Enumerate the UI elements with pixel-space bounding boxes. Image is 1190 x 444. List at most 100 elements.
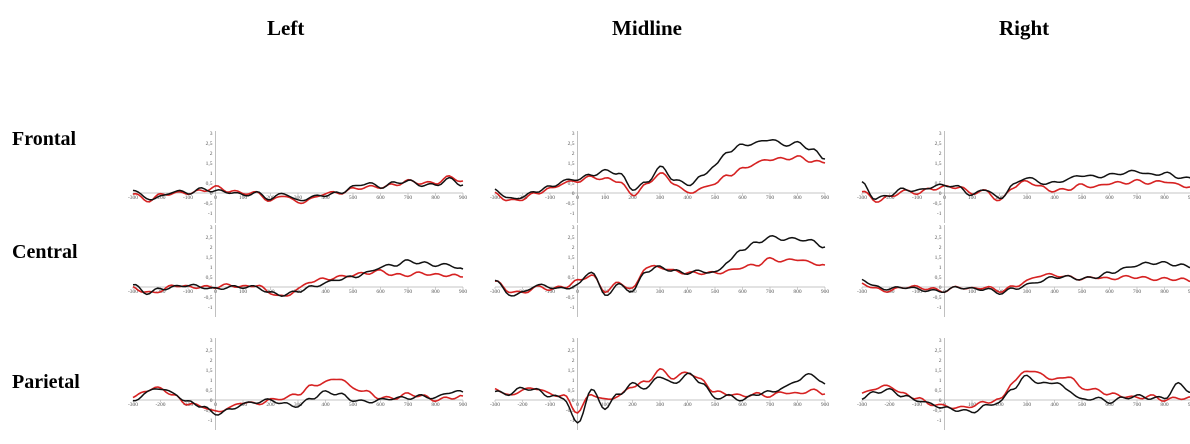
- y-tick-label: -0,5: [204, 408, 213, 414]
- y-tick-label: -0,5: [204, 201, 213, 207]
- x-tick-label: 300: [1023, 195, 1032, 201]
- y-tick-label: 2: [210, 245, 213, 251]
- x-tick-label: 300: [1023, 402, 1032, 408]
- series-black-line: [494, 139, 826, 200]
- x-tick-label: 0: [576, 402, 579, 408]
- x-tick-label: 500: [349, 402, 358, 408]
- series-red-line: [861, 272, 1190, 294]
- x-tick-label: 100: [968, 402, 977, 408]
- x-tick-label: -200: [884, 195, 894, 201]
- y-tick-label: 0,5: [206, 388, 213, 394]
- x-tick-label: 900: [1188, 289, 1190, 295]
- y-tick-label: 2,5: [568, 235, 575, 241]
- y-tick-label: 2: [939, 358, 942, 364]
- panel-frontal-left: 32,521,510,50-0,5-1-300 -200 -100 0 100 200 30…: [128, 131, 467, 223]
- y-tick-label: 1: [939, 171, 942, 177]
- y-tick-label: 1: [572, 378, 575, 384]
- x-tick-label: 800: [793, 402, 802, 408]
- x-tick-label: 500: [1078, 289, 1087, 295]
- y-tick-label: -0,5: [566, 295, 575, 301]
- x-tick-label: 400: [683, 289, 692, 295]
- x-tick-label: 900: [459, 402, 468, 408]
- x-tick-label: 900: [821, 402, 830, 408]
- series-red-line: [494, 155, 826, 202]
- panel-frontal-right: 32,521,510,50-0,5-1-300 -200 -100 0 100 200 30…: [857, 131, 1190, 223]
- x-tick-label: 100: [968, 289, 977, 295]
- x-tick-label: 0: [576, 289, 579, 295]
- y-tick-label: 3: [939, 131, 942, 137]
- series-black-line: [861, 260, 1190, 296]
- y-tick-label: 0: [210, 191, 213, 197]
- x-tick-label: 700: [404, 402, 413, 408]
- series-black-line: [132, 388, 464, 416]
- y-tick-label: 0,5: [568, 388, 575, 394]
- y-tick-label: -1: [570, 305, 575, 311]
- y-tick-label: 0,5: [568, 181, 575, 187]
- x-tick-label: 800: [793, 195, 802, 201]
- y-tick-label: 1,5: [206, 255, 213, 261]
- x-tick-label: 900: [821, 289, 830, 295]
- x-tick-label: -100: [545, 289, 555, 295]
- x-tick-label: 900: [459, 289, 468, 295]
- row-header-frontal: Frontal: [12, 128, 77, 150]
- y-tick-label: 1: [939, 265, 942, 271]
- column-header-right: Right: [999, 16, 1050, 40]
- y-tick-label: 2,5: [568, 348, 575, 354]
- y-tick-label: 2,5: [935, 141, 942, 147]
- x-tick-label: -300: [128, 195, 138, 201]
- x-tick-label: 600: [376, 402, 385, 408]
- x-tick-label: 200: [995, 402, 1004, 408]
- series-black-line: [861, 374, 1190, 414]
- y-tick-label: 3: [939, 225, 942, 231]
- x-tick-label: 100: [239, 195, 248, 201]
- x-tick-label: 700: [766, 402, 775, 408]
- x-tick-label: 500: [1078, 195, 1087, 201]
- x-tick-label: 600: [376, 289, 385, 295]
- x-tick-label: 500: [1078, 402, 1087, 408]
- x-tick-label: -200: [517, 402, 527, 408]
- x-tick-label: 400: [321, 289, 330, 295]
- y-tick-label: -1: [570, 418, 575, 424]
- x-tick-label: -300: [490, 402, 500, 408]
- x-tick-label: 600: [1105, 289, 1114, 295]
- x-tick-label: 900: [459, 195, 468, 201]
- x-tick-label: 900: [1188, 195, 1190, 201]
- x-tick-label: -100: [912, 195, 922, 201]
- panel-parietal-right: 32,521,510,50-0,5-1-300 -200 -100 0 100 200 30…: [857, 338, 1190, 430]
- series-red-line: [494, 256, 826, 294]
- y-tick-label: -1: [937, 211, 942, 217]
- y-tick-label: 2,5: [206, 141, 213, 147]
- y-tick-label: -0,5: [933, 408, 942, 414]
- y-tick-label: -1: [208, 211, 213, 217]
- x-tick-label: 200: [628, 195, 637, 201]
- y-tick-label: 1,5: [206, 368, 213, 374]
- series-black-line: [132, 176, 464, 202]
- x-tick-label: 300: [656, 195, 665, 201]
- x-tick-label: 400: [321, 195, 330, 201]
- x-tick-label: 600: [1105, 195, 1114, 201]
- y-tick-label: 0,5: [568, 275, 575, 281]
- y-tick-label: 0,5: [935, 388, 942, 394]
- y-tick-label: 0: [939, 285, 942, 291]
- panel-parietal-midline: 32,521,510,50-0,5-1-300 -200 -100 0 100 200 30…: [490, 338, 829, 430]
- x-tick-label: -300: [128, 289, 138, 295]
- y-tick-label: 0,5: [206, 181, 213, 187]
- x-tick-label: 0: [576, 195, 579, 201]
- x-tick-label: 800: [793, 289, 802, 295]
- x-tick-label: 100: [239, 402, 248, 408]
- y-tick-label: -1: [937, 305, 942, 311]
- row-header-parietal: Parietal: [12, 371, 80, 393]
- x-tick-label: 400: [683, 195, 692, 201]
- y-tick-label: 1,5: [568, 368, 575, 374]
- series-black-line: [494, 235, 826, 297]
- x-tick-label: 400: [1050, 195, 1059, 201]
- x-tick-label: -300: [490, 289, 500, 295]
- y-tick-label: 2,5: [206, 235, 213, 241]
- x-tick-label: 700: [404, 289, 413, 295]
- y-tick-label: 2,5: [568, 141, 575, 147]
- x-tick-label: -300: [490, 195, 500, 201]
- column-header-left: Left: [267, 16, 305, 40]
- x-tick-label: -100: [545, 402, 555, 408]
- x-tick-label: -200: [155, 402, 165, 408]
